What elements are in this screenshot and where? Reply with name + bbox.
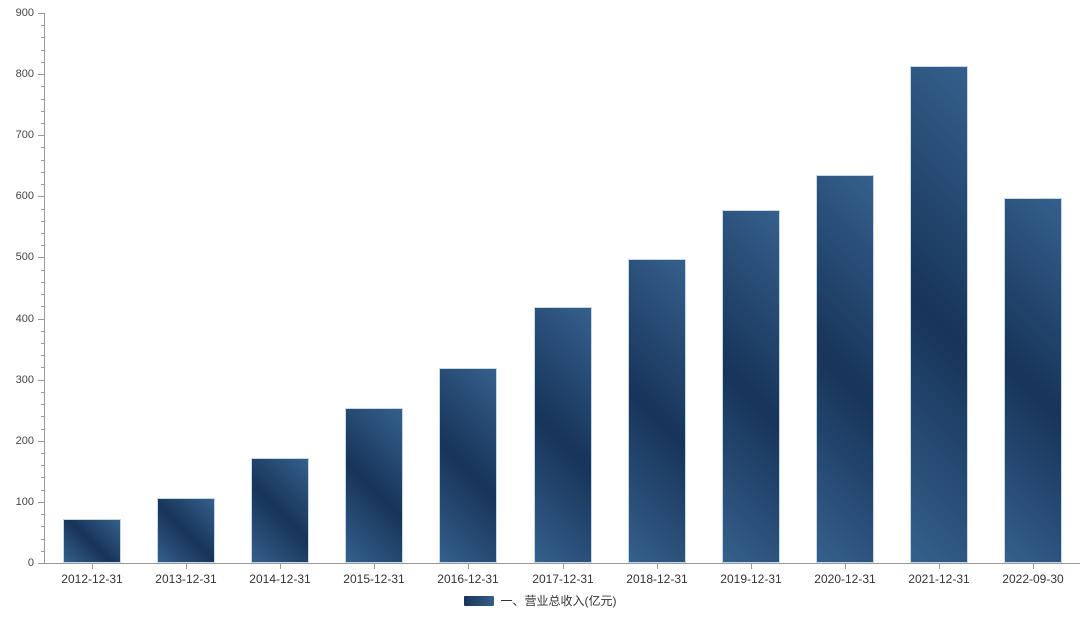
bar-2018-12-31[interactable]: [628, 259, 686, 563]
x-tick-label: 2016-12-31: [437, 572, 499, 586]
y-minor-tick: [41, 160, 44, 161]
y-minor-tick: [41, 514, 44, 515]
y-minor-tick: [41, 429, 44, 430]
x-tick-label: 2020-12-31: [814, 572, 876, 586]
bar-2012-12-31[interactable]: [63, 519, 121, 563]
legend-swatch-icon: [463, 596, 494, 606]
y-minor-tick: [41, 453, 44, 454]
x-tick: [374, 564, 375, 569]
x-tick: [751, 564, 752, 569]
y-minor-tick: [41, 306, 44, 307]
y-minor-tick: [41, 209, 44, 210]
y-minor-tick: [41, 233, 44, 234]
y-minor-tick: [41, 245, 44, 246]
x-tick: [939, 564, 940, 569]
y-minor-tick: [41, 62, 44, 63]
y-minor-tick: [41, 111, 44, 112]
y-major-tick: [38, 563, 44, 564]
bar-2016-12-31[interactable]: [439, 368, 497, 563]
y-minor-tick: [41, 25, 44, 26]
x-tick: [468, 564, 469, 569]
x-tick-label: 2015-12-31: [343, 572, 405, 586]
y-minor-tick: [41, 539, 44, 540]
legend: 一、营业总收入(亿元): [0, 594, 1080, 608]
y-tick-label: 400: [15, 313, 34, 325]
y-major-tick: [38, 441, 44, 442]
y-minor-tick: [41, 99, 44, 100]
y-minor-tick: [41, 367, 44, 368]
x-tick: [657, 564, 658, 569]
bar-2014-12-31[interactable]: [251, 458, 309, 563]
y-minor-tick: [41, 404, 44, 405]
y-minor-tick: [41, 123, 44, 124]
x-tick-label: 2021-12-31: [908, 572, 970, 586]
x-tick-label: 2013-12-31: [155, 572, 217, 586]
x-axis-line: [44, 563, 1080, 564]
x-tick: [563, 564, 564, 569]
y-minor-tick: [41, 184, 44, 185]
y-major-tick: [38, 74, 44, 75]
y-minor-tick: [41, 343, 44, 344]
y-tick-label: 500: [15, 251, 34, 263]
y-minor-tick: [41, 270, 44, 271]
y-major-tick: [38, 502, 44, 503]
y-tick-label: 800: [15, 68, 34, 80]
y-minor-tick: [41, 551, 44, 552]
y-major-tick: [38, 196, 44, 197]
x-tick: [280, 564, 281, 569]
x-tick-label: 2017-12-31: [532, 572, 594, 586]
y-minor-tick: [41, 86, 44, 87]
y-minor-tick: [41, 416, 44, 417]
y-minor-tick: [41, 172, 44, 173]
x-tick-label: 2014-12-31: [249, 572, 311, 586]
x-tick-label: 2019-12-31: [720, 572, 782, 586]
x-tick: [186, 564, 187, 569]
x-tick-label: 2018-12-31: [626, 572, 688, 586]
bar-2021-12-31[interactable]: [910, 66, 968, 563]
y-minor-tick: [41, 465, 44, 466]
bar-2022-09-30[interactable]: [1004, 198, 1062, 563]
x-tick: [1033, 564, 1034, 569]
y-minor-tick: [41, 50, 44, 51]
y-major-tick: [38, 319, 44, 320]
legend-item-revenue[interactable]: 一、营业总收入(亿元): [463, 594, 617, 608]
y-tick-label: 300: [15, 374, 34, 386]
y-major-tick: [38, 380, 44, 381]
y-major-tick: [38, 257, 44, 258]
y-minor-tick: [41, 355, 44, 356]
bar-2017-12-31[interactable]: [534, 307, 592, 563]
y-tick-label: 200: [15, 435, 34, 447]
y-minor-tick: [41, 282, 44, 283]
y-minor-tick: [41, 221, 44, 222]
y-minor-tick: [41, 477, 44, 478]
y-minor-tick: [41, 490, 44, 491]
y-major-tick: [38, 135, 44, 136]
x-tick-label: 2022-09-30: [1002, 572, 1064, 586]
y-minor-tick: [41, 392, 44, 393]
x-tick: [92, 564, 93, 569]
y-tick-label: 600: [15, 190, 34, 202]
y-tick-label: 0: [27, 557, 34, 569]
y-tick-label: 100: [15, 496, 34, 508]
x-tick-label: 2012-12-31: [61, 572, 123, 586]
bar-2015-12-31[interactable]: [345, 408, 403, 563]
y-major-tick: [38, 13, 44, 14]
bar-2020-12-31[interactable]: [816, 175, 874, 563]
y-minor-tick: [41, 37, 44, 38]
x-tick: [845, 564, 846, 569]
y-minor-tick: [41, 526, 44, 527]
y-minor-tick: [41, 294, 44, 295]
legend-label: 一、营业总收入(亿元): [500, 594, 617, 608]
bar-2013-12-31[interactable]: [157, 498, 215, 563]
y-axis-line: [44, 13, 45, 564]
y-tick-label: 900: [15, 7, 34, 19]
y-minor-tick: [41, 331, 44, 332]
bar-2019-12-31[interactable]: [722, 210, 780, 563]
y-tick-label: 700: [15, 129, 34, 141]
y-minor-tick: [41, 147, 44, 148]
